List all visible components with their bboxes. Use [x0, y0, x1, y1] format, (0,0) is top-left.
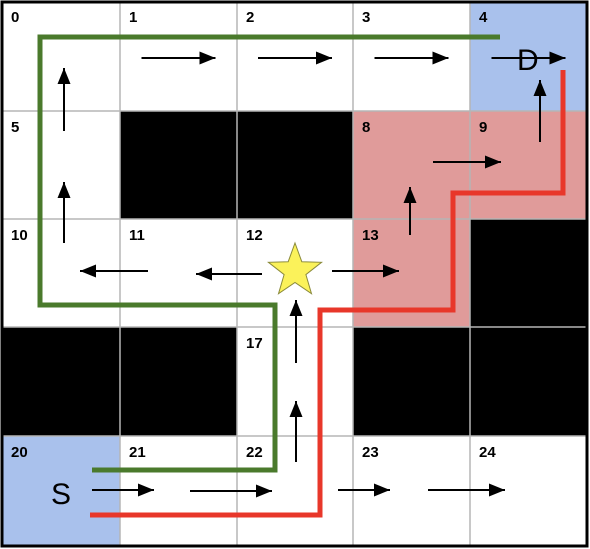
arrows-layer	[57, 51, 566, 498]
cell-number: 5	[11, 119, 19, 136]
cell-number: 4	[479, 9, 488, 26]
arrow-head-right	[256, 484, 272, 498]
cell-open	[237, 2, 353, 111]
cell-goal	[470, 2, 587, 111]
cell-number: 13	[362, 227, 379, 244]
cell-blocked	[2, 327, 120, 436]
cell-open	[2, 219, 120, 327]
cell-number: 10	[11, 227, 28, 244]
arrow-head-up	[57, 182, 71, 198]
cell-open	[120, 2, 237, 111]
cell-blocked	[120, 111, 237, 219]
start-label: S	[51, 478, 71, 511]
arrow-head-right	[374, 483, 390, 497]
star-icon	[267, 241, 323, 295]
arrow-head-left	[80, 264, 96, 278]
cell-number: 21	[129, 444, 146, 461]
cell-number: 8	[362, 119, 370, 136]
arrow-head-right	[432, 51, 449, 65]
arrow-head-up	[533, 80, 547, 96]
arrow-head-right	[199, 51, 216, 65]
arrow-head-left	[196, 267, 212, 281]
cell-number: 3	[362, 9, 370, 26]
goal-label: D	[517, 44, 539, 77]
cell-number: 17	[246, 335, 263, 352]
cell-number: 1	[129, 9, 137, 26]
arrow-head-right	[549, 51, 566, 65]
cell-number: 23	[362, 444, 379, 461]
red-path	[90, 70, 566, 518]
cell-number: 9	[479, 119, 487, 136]
cell-blocked	[470, 219, 587, 327]
cell-number: 0	[11, 9, 19, 26]
arrow-head-right	[138, 483, 154, 497]
cell-blocked	[353, 327, 470, 436]
arrow-head-up	[57, 68, 71, 84]
arrow-head-up	[403, 187, 417, 203]
arrow-head-right	[489, 483, 505, 497]
cell-blocked	[470, 327, 587, 436]
arrow-head-right	[316, 51, 332, 65]
cell-number: 12	[246, 227, 263, 244]
cell-number: 20	[11, 444, 28, 461]
paths-layer	[37, 34, 566, 518]
arrow-head-right	[383, 264, 399, 278]
arrow-head-right	[485, 155, 501, 169]
cell-open	[2, 2, 120, 111]
arrow-head-up	[289, 300, 303, 316]
cell-number: 24	[479, 444, 496, 461]
cell-open	[2, 111, 120, 219]
cell-number: 11	[129, 227, 145, 244]
cell-blocked	[120, 327, 237, 436]
arrow-head-up	[289, 401, 303, 417]
cell-number: 2	[246, 9, 254, 26]
cell-blocked	[237, 111, 353, 219]
green-path	[37, 34, 500, 473]
cell-open	[353, 2, 470, 111]
cell-number: 22	[246, 444, 263, 461]
